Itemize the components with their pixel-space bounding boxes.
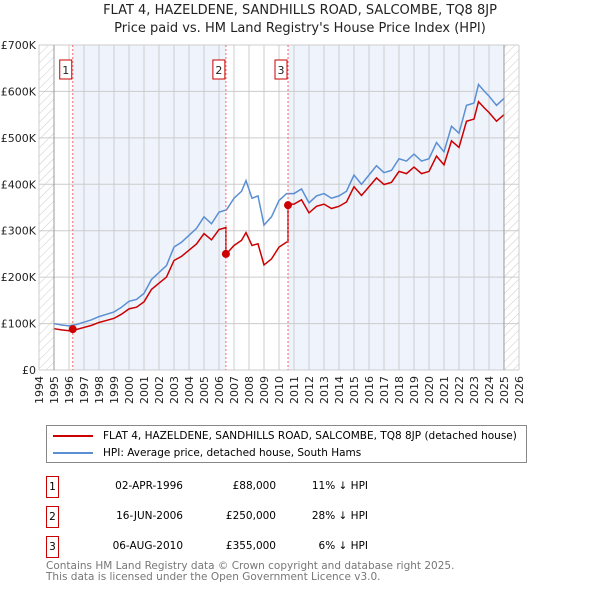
x-tick-label: 2005: [198, 376, 211, 404]
sale-price: £88,000: [232, 480, 276, 492]
x-tick-label: 1994: [33, 376, 46, 404]
chart-subtitle: Price paid vs. HM Land Registry's House …: [114, 21, 486, 36]
sale-date: 02-APR-1996: [115, 480, 183, 492]
x-tick-label: 2017: [378, 376, 391, 404]
legend-swatch: [53, 435, 93, 437]
legend-label: HPI: Average price, detached house, Sout…: [103, 447, 362, 459]
x-tick-label: 2015: [348, 376, 361, 404]
y-tick-label: £100K: [1, 318, 37, 331]
x-tick-label: 1995: [48, 376, 61, 404]
ownership-shade: [72, 45, 226, 370]
legend-swatch: [53, 452, 93, 454]
legend-label: FLAT 4, HAZELDENE, SANDHILLS ROAD, SALCO…: [103, 430, 517, 442]
x-tick-label: 2002: [153, 376, 166, 404]
x-tick-label: 2010: [273, 376, 286, 404]
x-tick-label: 1998: [93, 376, 106, 404]
x-tick-label: 2025: [498, 376, 511, 404]
x-tick-label: 2018: [393, 376, 406, 404]
x-tick-label: 2024: [483, 376, 496, 404]
sale-point: [221, 249, 230, 258]
x-tick-label: 2026: [513, 376, 526, 404]
y-tick-label: £400K: [1, 178, 37, 191]
x-tick-label: 2020: [423, 376, 436, 404]
x-tick-label: 2009: [258, 376, 271, 404]
sale-point: [284, 201, 292, 210]
x-tick-label: 2011: [288, 376, 301, 404]
sale-badge: 2: [46, 506, 59, 528]
x-tick-label: 2001: [138, 376, 151, 404]
legend-item-property: FLAT 4, HAZELDENE, SANDHILLS ROAD, SALCO…: [47, 428, 517, 444]
x-tick-label: 2007: [228, 376, 241, 404]
y-tick-label: £0: [22, 364, 36, 377]
sale-hpi-diff: 6% ↓ HPI: [318, 540, 368, 552]
y-tick-label: £500K: [1, 132, 37, 145]
legend-item-hpi: HPI: Average price, detached house, Sout…: [47, 445, 361, 461]
sale-row: 3 06-AUG-2010 £355,000 6% ↓ HPI: [46, 536, 446, 558]
footer: Contains HM Land Registry data © Crown c…: [46, 561, 454, 583]
x-tick-label: 1997: [78, 376, 91, 404]
ownership-shade: [288, 45, 504, 370]
x-tick-label: 1999: [108, 376, 121, 404]
hatched-region: [504, 45, 519, 370]
x-tick-label: 2021: [438, 376, 451, 404]
sale-row: 2 16-JUN-2006 £250,000 28% ↓ HPI: [46, 506, 446, 528]
y-tick-label: £200K: [1, 271, 37, 284]
sale-date: 06-AUG-2010: [112, 540, 183, 552]
sale-point: [68, 325, 77, 334]
sale-badge: 1: [46, 476, 59, 498]
footer-copyright: Contains HM Land Registry data © Crown c…: [46, 560, 455, 572]
x-tick-label: 2019: [408, 376, 421, 404]
sale-label: 2: [215, 64, 222, 77]
sale-price: £355,000: [225, 540, 276, 552]
sale-hpi-diff: 11% ↓ HPI: [311, 480, 368, 492]
sale-label-box: [212, 59, 226, 80]
x-tick-label: 1996: [63, 376, 76, 404]
hatched-region: [39, 45, 54, 370]
sale-label: 1: [62, 64, 69, 77]
x-tick-label: 2000: [123, 376, 136, 404]
x-tick-label: 2012: [303, 376, 316, 404]
x-tick-label: 2004: [183, 376, 196, 404]
x-tick-label: 2003: [168, 376, 181, 404]
property-line: [53, 100, 505, 332]
sale-label-box: [274, 59, 288, 80]
sale-label: 3: [278, 64, 285, 77]
x-tick-label: 2022: [453, 376, 466, 404]
legend: FLAT 4, HAZELDENE, SANDHILLS ROAD, SALCO…: [46, 425, 527, 463]
x-tick-label: 2008: [243, 376, 256, 404]
chart-title: FLAT 4, HAZELDENE, SANDHILLS ROAD, SALCO…: [103, 3, 497, 18]
x-tick-label: 2006: [213, 376, 226, 404]
sale-price: £250,000: [225, 510, 276, 522]
y-tick-label: £700K: [1, 39, 37, 52]
sale-date: 16-JUN-2006: [116, 510, 183, 522]
x-tick-label: 2014: [333, 376, 346, 404]
sale-row: 1 02-APR-1996 £88,000 11% ↓ HPI: [46, 476, 446, 498]
sale-badge: 3: [46, 536, 59, 558]
y-tick-label: £600K: [1, 85, 37, 98]
x-tick-label: 2013: [318, 376, 331, 404]
sale-hpi-diff: 28% ↓ HPI: [311, 510, 368, 522]
x-tick-label: 2016: [363, 376, 376, 404]
sale-label-box: [59, 59, 73, 80]
footer-licence: This data is licensed under the Open Gov…: [46, 571, 381, 583]
y-tick-label: £300K: [1, 225, 37, 238]
hpi-line: [53, 82, 505, 327]
x-tick-label: 2023: [468, 376, 481, 404]
